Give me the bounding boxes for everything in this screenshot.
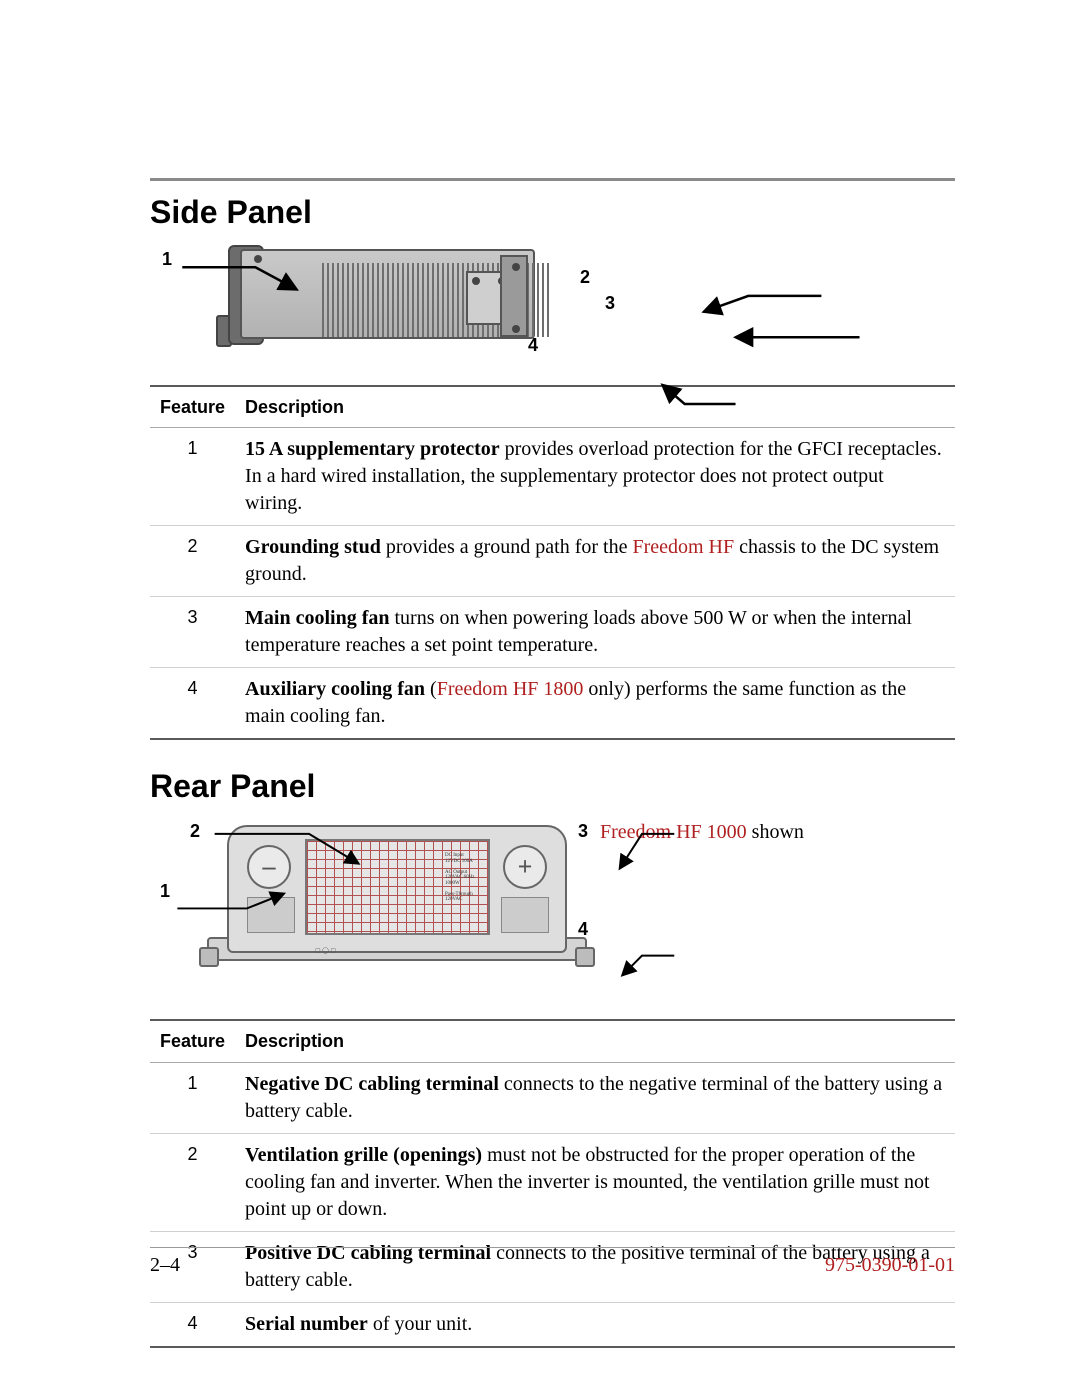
- table-row: 1 15 A supplementary protector provides …: [150, 428, 955, 526]
- col-feature: Feature: [150, 386, 235, 428]
- manual-page: Side Panel: [0, 0, 1080, 1397]
- side-panel-table: Feature Description 1 15 A supplementary…: [150, 385, 955, 740]
- side-panel-heading: Side Panel: [150, 194, 955, 231]
- side-callout-4: 4: [528, 335, 538, 356]
- side-callout-3: 3: [605, 293, 615, 314]
- rear-callout-3: 3: [578, 821, 588, 842]
- rear-panel-device: ▢ ◯ ▢ – + DC Input12VDC 100AAC Output120…: [185, 819, 645, 989]
- rear-callout-4: 4: [578, 919, 588, 940]
- table-row: 4 Auxiliary cooling fan (Freedom HF 1800…: [150, 668, 955, 740]
- table-row: 2 Ventilation grille (openings) must not…: [150, 1133, 955, 1231]
- side-callout-2: 2: [580, 267, 590, 288]
- rear-caption: Freedom HF 1000 shown: [600, 821, 804, 844]
- table-row: 2 Grounding stud provides a ground path …: [150, 526, 955, 597]
- table-row: 4 Serial number of your unit.: [150, 1302, 955, 1347]
- rear-callout-2: 2: [190, 821, 200, 842]
- side-callout-1: 1: [162, 249, 172, 270]
- table-row: 1 Negative DC cabling terminal connects …: [150, 1062, 955, 1133]
- col-feature: Feature: [150, 1020, 235, 1062]
- pos-terminal: +: [503, 845, 547, 889]
- side-panel-device: [190, 245, 670, 360]
- table-row: 3 Main cooling fan turns on when powerin…: [150, 597, 955, 668]
- rear-panel-table: Feature Description 1 Negative DC cablin…: [150, 1019, 955, 1347]
- side-panel-figure: 1 2 3 4: [160, 245, 955, 375]
- page-footer: 2–4 975-0390-01-01: [150, 1247, 955, 1277]
- col-description: Description: [235, 386, 955, 428]
- rear-panel-heading: Rear Panel: [150, 768, 955, 805]
- page-number: 2–4: [150, 1254, 180, 1277]
- top-rule: [150, 178, 955, 181]
- rear-panel-figure: ▢ ◯ ▢ – + DC Input12VDC 100AAC Output120…: [160, 819, 955, 1009]
- col-description: Description: [235, 1020, 955, 1062]
- rear-callout-1: 1: [160, 881, 170, 902]
- neg-terminal: –: [247, 845, 291, 889]
- document-number: 975-0390-01-01: [825, 1254, 955, 1277]
